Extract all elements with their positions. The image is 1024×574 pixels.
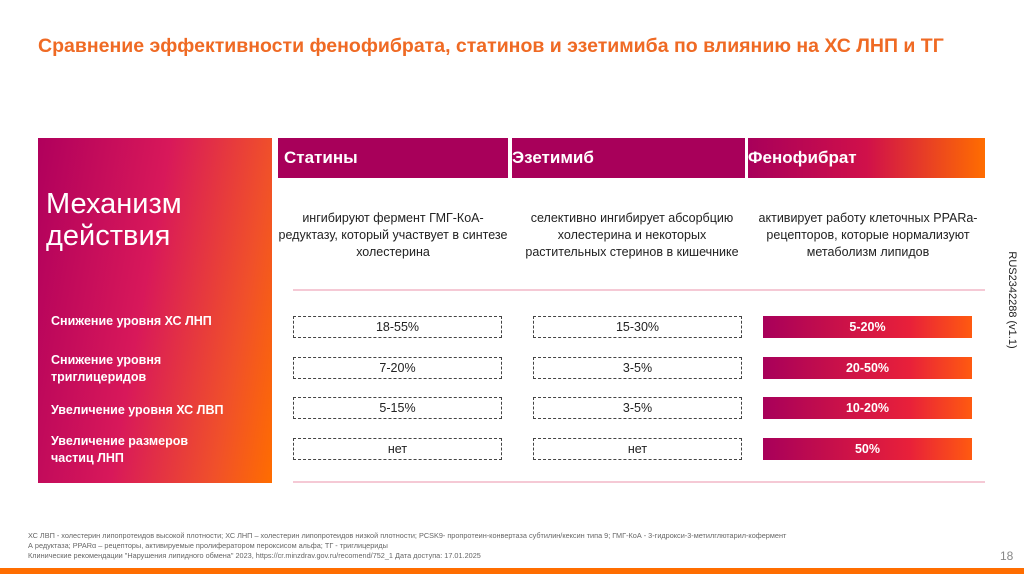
row-label-ldl: Снижение уровня ХС ЛНП <box>51 314 212 328</box>
ezetimibe-tg: 3-5% <box>533 357 742 379</box>
mechanism-ezetimibe: селективно ингибирует абсорбцию холестер… <box>525 211 739 259</box>
fenofibrate-ldl: 5-20% <box>763 316 972 338</box>
page-title: Сравнение эффективности фенофибрата, ста… <box>38 35 944 57</box>
header-fenofibrate: Фенофибрат <box>748 138 985 178</box>
ezetimibe-ldl: 15-30% <box>533 316 742 338</box>
header-statins: Статины <box>278 138 508 178</box>
row-labels-panel: Механизм действия Снижение уровня ХС ЛНП… <box>38 138 272 483</box>
ezetimibe-ldl-size: нет <box>533 438 742 460</box>
row-label-tg: Снижение уровня триглицеридов <box>51 353 162 384</box>
statins-tg: 7-20% <box>293 357 502 379</box>
fenofibrate-tg: 20-50% <box>763 357 972 379</box>
mechanism-label: Механизм действия <box>46 188 182 252</box>
fenofibrate-ldl-size: 50% <box>763 438 972 460</box>
statins-hdl: 5-15% <box>293 397 502 419</box>
divider <box>293 481 985 483</box>
row-label-ldl-size: Увеличение размеров частиц ЛНП <box>51 434 189 465</box>
header-ezetimibe: Эзетимиб <box>512 138 745 178</box>
reference: Клинические рекомендации "Нарушения липи… <box>28 551 481 560</box>
divider <box>293 289 985 291</box>
statins-ldl: 18-55% <box>293 316 502 338</box>
page-number: 18 <box>1000 549 1014 563</box>
row-label-hdl: Увеличение уровня ХС ЛВП <box>51 403 224 417</box>
mechanism-statins: ингибируют фермент ГМГ-КоА-редуктазу, ко… <box>278 211 508 259</box>
document-code: RUS2342288 (v1.1) <box>1006 251 1018 349</box>
footnote: ХС ЛВП - холестерин липопротеидов высоко… <box>28 531 788 561</box>
bottom-bar <box>0 568 1024 574</box>
statins-ldl-size: нет <box>293 438 502 460</box>
mechanism-fenofibrate: активирует работу клеточных PPARa- рецеп… <box>758 211 978 259</box>
abbreviations: ХС ЛВП - холестерин липопротеидов высоко… <box>28 531 787 550</box>
ezetimibe-hdl: 3-5% <box>533 397 742 419</box>
fenofibrate-hdl: 10-20% <box>763 397 972 419</box>
